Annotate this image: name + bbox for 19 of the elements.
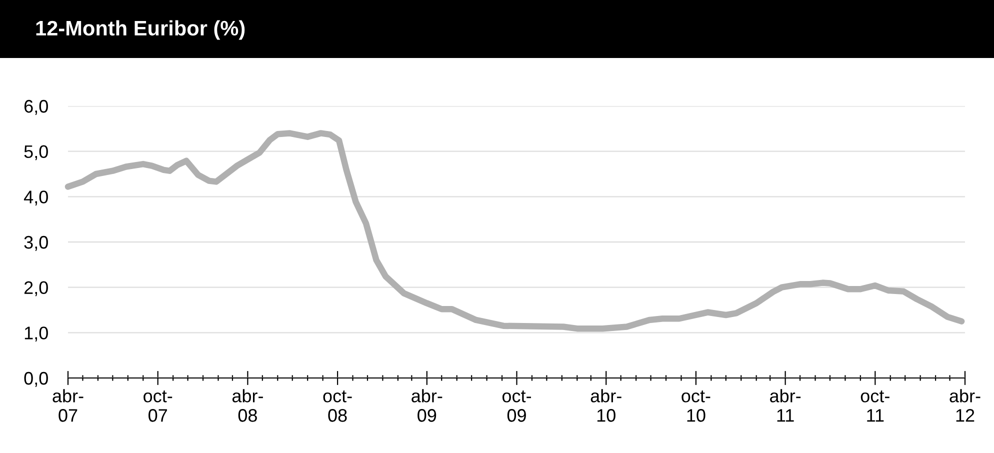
y-tick-label: 6,0 (24, 100, 48, 115)
x-tick-label: abr- 11 (770, 389, 801, 422)
x-tick-label: oct- 07 (144, 390, 172, 422)
y-tick-label: 2,0 (24, 281, 48, 296)
x-tick-label: oct- 11 (860, 390, 890, 422)
x-tick-label: abr- 12 (950, 389, 980, 422)
y-tick-label: 0,0 (24, 372, 48, 387)
x-tick-label: oct- 09 (502, 390, 531, 422)
y-tick-label: 5,0 (24, 145, 48, 160)
y-tick-label: 1,0 (24, 326, 48, 342)
x-tick-label: oct- 10 (682, 390, 710, 422)
x-tick-label: oct- 08 (323, 390, 352, 422)
y-tick-label: 4,0 (24, 190, 48, 206)
x-tick-label: abr- 08 (232, 389, 263, 422)
x-tick-label: abr- 09 (412, 389, 442, 422)
x-tick-label: abr- 07 (52, 389, 84, 422)
chart-title: 12-Month Euribor (%) (36, 20, 245, 40)
x-tick-label: abr- 10 (590, 389, 622, 422)
y-tick-label: 3,0 (24, 236, 48, 251)
